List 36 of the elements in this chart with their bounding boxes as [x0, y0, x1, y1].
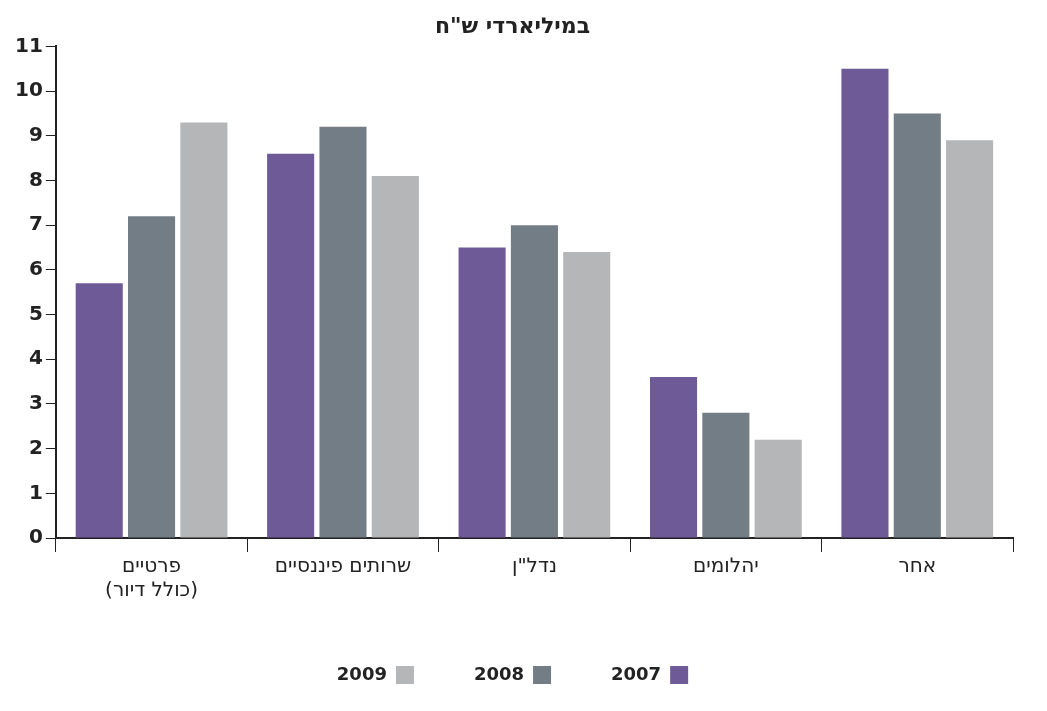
y-tick-label: 9 [28, 121, 43, 146]
bar [128, 216, 176, 538]
bar [510, 225, 558, 538]
x-tick-label: אחר [898, 553, 937, 578]
bar [649, 377, 698, 538]
y-tick-label: 5 [28, 300, 43, 325]
x-tick-label: שרותים פיננסיים [274, 553, 412, 578]
bar [946, 140, 994, 538]
y-tick-label: 1 [28, 479, 43, 504]
bar [702, 412, 750, 538]
y-tick-label: 4 [28, 345, 43, 370]
bar [754, 439, 802, 538]
legend-label: 2009 [336, 662, 387, 684]
y-tick-label: 7 [28, 211, 43, 236]
x-tick-label: יהלומים [693, 553, 759, 578]
bar [180, 122, 228, 538]
y-tick-label: 6 [28, 256, 43, 281]
x-tick-label: נדל"ן [511, 553, 557, 578]
chart-title: במיליארדי ש"ח [434, 12, 591, 38]
y-tick-label: 0 [28, 524, 43, 549]
y-tick-label: 2 [28, 434, 43, 459]
legend-label: 2008 [473, 662, 525, 684]
bar [75, 283, 123, 538]
bar [319, 126, 367, 538]
bar [563, 251, 611, 538]
y-tick-label: 3 [28, 390, 43, 415]
y-tick-label: 10 [14, 77, 43, 102]
bar [371, 176, 419, 538]
y-tick-label: 11 [14, 32, 43, 57]
bar [458, 247, 506, 538]
legend-label: 2007 [611, 662, 662, 684]
bar [267, 153, 315, 538]
bar [893, 113, 941, 538]
x-tick-label: פרטיים (כולל דיור) [105, 553, 198, 602]
bar [841, 68, 889, 538]
y-tick-label: 8 [28, 166, 43, 191]
